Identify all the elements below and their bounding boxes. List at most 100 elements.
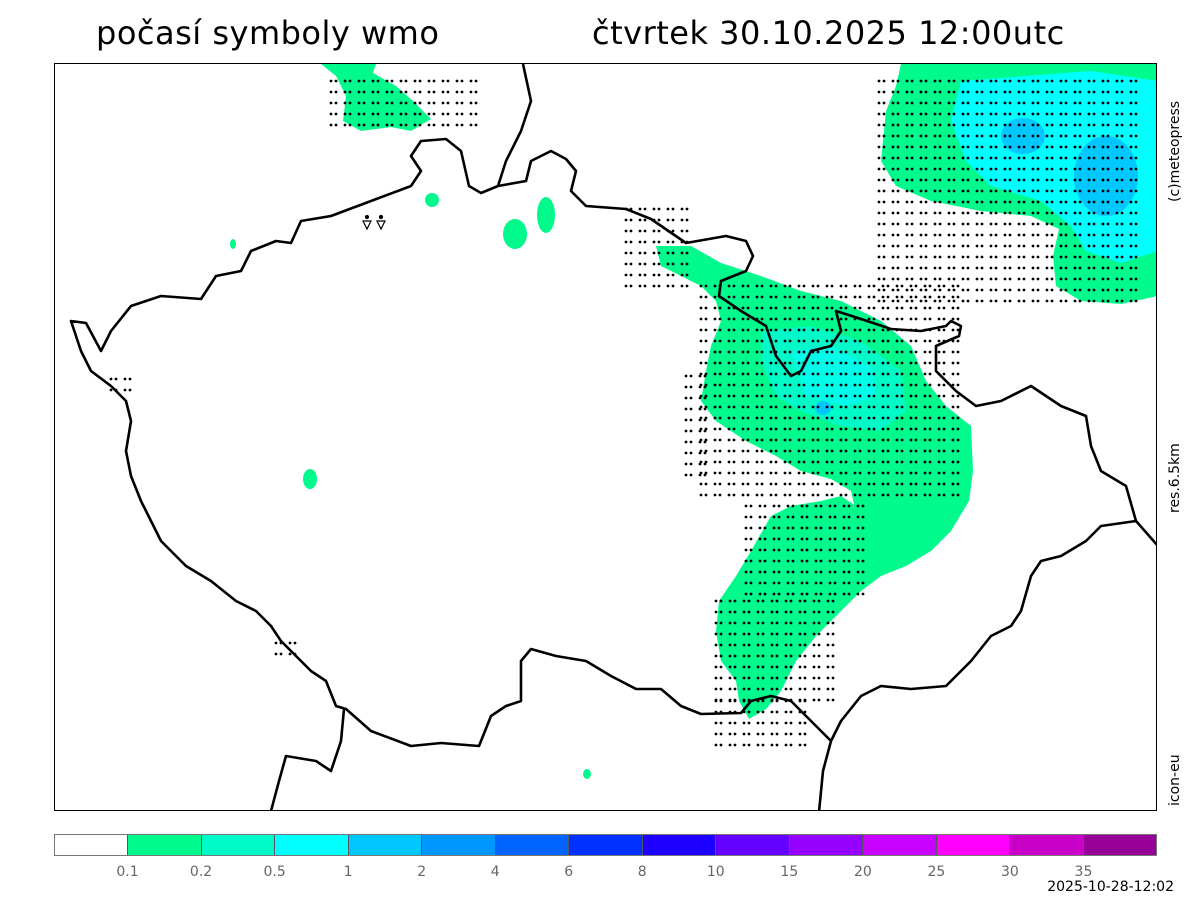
drizzle-dot [1045,200,1049,204]
drizzle-dot [441,90,445,94]
drizzle-dot [1129,189,1133,193]
drizzle-dot [896,134,900,138]
drizzle-dot [882,266,886,270]
drizzle-dot [975,112,979,116]
colorbar-tick-label: 6 [564,864,574,880]
drizzle-dot [756,610,760,614]
drizzle-dot [756,665,760,669]
drizzle-dot [714,599,718,603]
drizzle-dot [1106,299,1110,303]
drizzle-dot [769,372,773,376]
drizzle-dot [872,339,876,343]
drizzle-dot [1120,222,1124,226]
drizzle-dot [896,156,900,160]
drizzle-dot [760,295,764,299]
drizzle-dot [905,134,909,138]
drizzle-dot [947,233,951,237]
drizzle-dot [1092,145,1096,149]
drizzle-dot [1129,167,1133,171]
drizzle-dot [914,416,918,420]
drizzle-dot [758,515,762,519]
drizzle-dot [744,592,748,596]
drizzle-dot [774,416,778,420]
drizzle-dot [1092,200,1096,204]
drizzle-dot [343,90,347,94]
drizzle-dot [1017,255,1021,259]
drizzle-dot [1129,277,1133,281]
drizzle-dot [994,112,998,116]
drizzle-dot [1036,167,1040,171]
drizzle-dot [732,493,736,497]
drizzle-dot [732,361,736,365]
drizzle-dot [775,710,779,714]
drizzle-dot [744,537,748,541]
drizzle-dot [938,145,942,149]
drizzle-dot [961,123,965,127]
drizzle-dot [756,599,760,603]
drizzle-dot [1064,244,1068,248]
drizzle-dot [847,548,851,552]
drizzle-dot [747,676,751,680]
colorbar-tick-label: 10 [706,864,725,880]
drizzle-dot [975,233,979,237]
drizzle-dot [777,515,781,519]
drizzle-dot [825,405,829,409]
drizzle-dot [937,438,941,442]
drizzle-dot [797,328,801,332]
drizzle-dot [760,328,764,332]
drizzle-dot [817,676,821,680]
drizzle-dot [441,79,445,83]
drizzle-dot [877,167,881,171]
drizzle-dot [758,548,762,552]
drizzle-dot [455,123,459,127]
drizzle-dot [1059,145,1063,149]
drizzle-dot [994,255,998,259]
drizzle-dot [1050,200,1054,204]
drizzle-dot [1129,112,1133,116]
drizzle-dot [1045,233,1049,237]
drizzle-dot [828,570,832,574]
drizzle-dot [775,687,779,691]
drizzle-dot [1031,266,1035,270]
drizzle-dot [1008,167,1012,171]
drizzle-dot [769,317,773,321]
drizzle-dot [942,482,946,486]
drizzle-dot [1106,288,1110,292]
drizzle-dot [114,377,118,381]
drizzle-dot [861,592,865,596]
drizzle-dot [923,438,927,442]
drizzle-dot [474,79,478,83]
drizzle-dot [900,284,904,288]
drizzle-dot [774,438,778,442]
drizzle-dot [937,383,941,387]
drizzle-dot [727,361,731,365]
drizzle-dot [666,207,670,211]
drizzle-dot [788,383,792,387]
drizzle-dot [1120,266,1124,270]
drizzle-dot [279,652,283,656]
drizzle-dot [798,676,802,680]
drizzle-dot [638,240,642,244]
drizzle-dot [814,581,818,585]
drizzle-dot [727,416,731,420]
drizzle-dot [761,699,765,703]
drizzle-dot [910,211,914,215]
drizzle-dot [718,328,722,332]
drizzle-dot [334,79,338,83]
drizzle-dot [928,306,932,310]
drizzle-dot [747,721,751,725]
drizzle-dot [1087,167,1091,171]
drizzle-dot [938,156,942,160]
drizzle-dot [858,427,862,431]
drizzle-dot [760,493,764,497]
drizzle-dot [713,317,717,321]
drizzle-dot [877,244,881,248]
drizzle-dot [844,328,848,332]
drizzle-dot [831,676,835,680]
drizzle-dot [1022,266,1026,270]
drizzle-dot [1134,233,1138,237]
drizzle-dot [1017,189,1021,193]
drizzle-dot [830,449,834,453]
drizzle-dot [910,145,914,149]
drizzle-dot [643,218,647,222]
